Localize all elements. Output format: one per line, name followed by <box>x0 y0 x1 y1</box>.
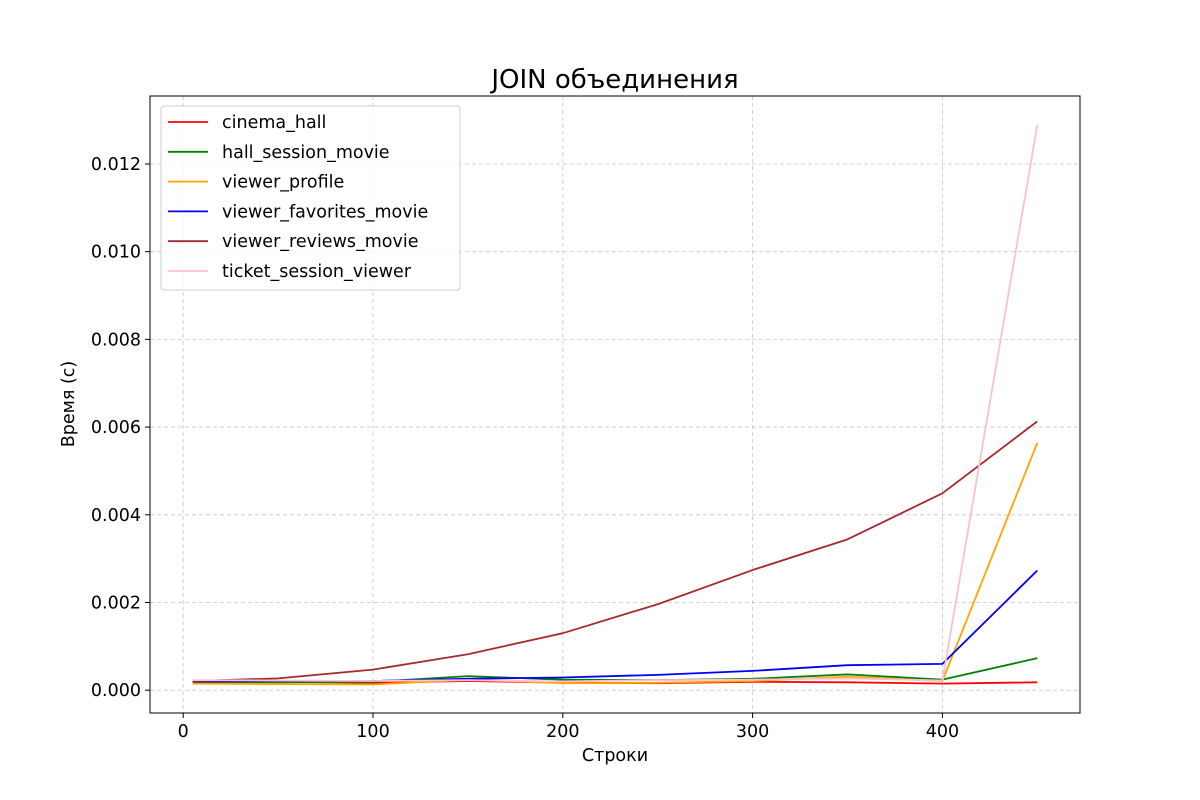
legend-item: ticket_session_viewer <box>168 262 412 282</box>
legend-box <box>160 105 461 291</box>
legend-label: viewer_favorites_movie <box>222 202 428 222</box>
plot-frame <box>149 95 1081 714</box>
y-axis-label: Время (с) <box>59 361 79 447</box>
x-axis-label: Строки <box>582 746 648 766</box>
legend-label: ticket_session_viewer <box>222 262 412 282</box>
x-tick-label: 100 <box>356 722 389 742</box>
legend-label: viewer_reviews_movie <box>222 232 419 252</box>
legend-item: viewer_profile <box>168 173 344 193</box>
legend-item: viewer_favorites_movie <box>168 202 428 222</box>
y-tick-label: 0.006 <box>91 418 141 438</box>
chart-title: JOIN объединения <box>489 65 738 95</box>
legend-item: cinema_hall <box>168 113 326 133</box>
y-tick-label: 0.000 <box>91 681 141 701</box>
legend-label: viewer_profile <box>222 173 344 193</box>
legend-item: hall_session_movie <box>168 143 390 163</box>
x-tick-label: 200 <box>546 722 579 742</box>
y-tick-label: 0.004 <box>91 506 141 526</box>
y-tick-label: 0.010 <box>91 243 141 263</box>
legend-label: cinema_hall <box>222 113 326 133</box>
legend-item: viewer_reviews_movie <box>168 232 419 252</box>
series-lines <box>192 124 1039 686</box>
legend-label: hall_session_movie <box>222 143 390 163</box>
y-tick-label: 0.008 <box>91 330 141 350</box>
x-tick-label: 0 <box>178 722 189 742</box>
series-line-ticket-session-viewer <box>192 124 1039 683</box>
x-tick-label: 300 <box>736 722 769 742</box>
legend: cinema_hall hall_session_movie viewer_prof… <box>160 105 461 291</box>
y-tick-label: 0.012 <box>91 155 141 175</box>
series-line-viewer-reviews-movie <box>192 420 1038 682</box>
x-tick-label: 400 <box>926 722 959 742</box>
y-tick-label: 0.002 <box>91 593 141 613</box>
axis-ticks: 0 100 200 300 400 0.000 0.002 0.004 0.006 0.008 0.… <box>91 155 959 742</box>
